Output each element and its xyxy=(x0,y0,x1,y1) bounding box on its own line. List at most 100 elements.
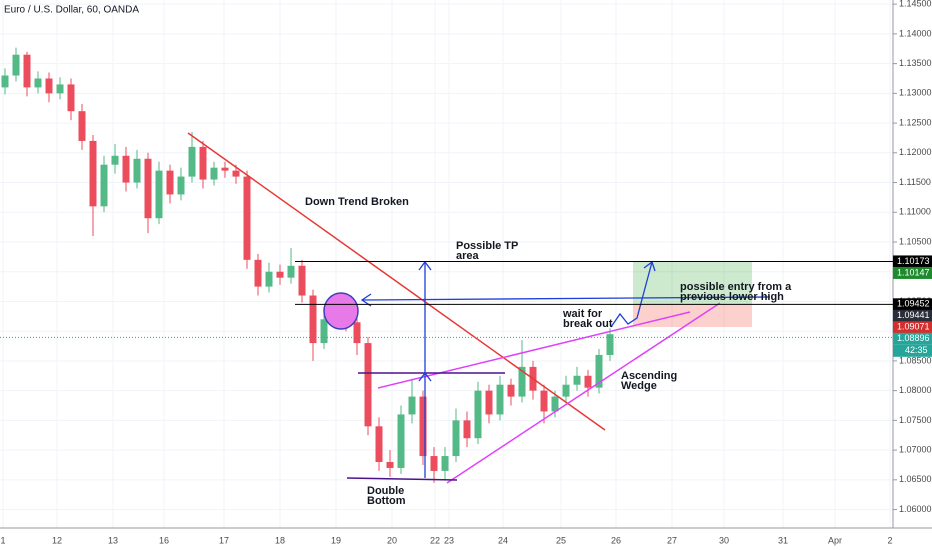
stop-zone xyxy=(633,303,752,327)
price-tag xyxy=(893,321,932,334)
price-tag-label: 1.08896 xyxy=(897,333,930,343)
candle-body xyxy=(34,78,42,88)
candle-body xyxy=(276,271,284,278)
price-tag-label: 1.09452 xyxy=(897,299,930,309)
candle-body xyxy=(540,390,548,412)
candle-body xyxy=(1,75,9,88)
annotation: Ascending xyxy=(621,370,677,382)
x-tick-label: 26 xyxy=(611,535,621,545)
candle-body xyxy=(199,146,207,180)
candle-body xyxy=(595,354,603,388)
candles xyxy=(1,47,614,483)
candle-body xyxy=(573,375,581,385)
candle-body xyxy=(111,155,119,165)
candle-body xyxy=(67,84,75,112)
countdown-tag xyxy=(893,344,932,357)
candle-body xyxy=(419,396,427,457)
candle-body xyxy=(100,164,108,207)
price-tag-label: 1.10147 xyxy=(897,267,930,277)
entry-arrow xyxy=(361,296,771,301)
candle-body xyxy=(386,462,394,468)
y-tick-label: 1.14000 xyxy=(899,28,932,38)
target-zone xyxy=(633,262,752,303)
candle-body xyxy=(320,319,328,344)
candle-body xyxy=(353,322,361,344)
x-tick-label: 12 xyxy=(52,535,62,545)
candle-body xyxy=(496,384,504,415)
y-tick-label: 1.07500 xyxy=(899,415,932,425)
arrow-head xyxy=(418,371,432,382)
candle-body xyxy=(243,176,251,260)
price-tag-label: 1.09071 xyxy=(897,322,930,332)
candle-body xyxy=(133,158,141,183)
candle-body xyxy=(188,146,196,177)
candle-body xyxy=(551,396,559,412)
candle-body xyxy=(375,426,383,462)
candle-body xyxy=(309,295,317,344)
x-tick-label: 24 xyxy=(498,535,508,545)
price-tag xyxy=(893,332,932,345)
down-trendline xyxy=(187,132,606,431)
x-tick-label: 2 xyxy=(887,535,892,545)
highlight-circle xyxy=(323,292,359,330)
y-tick-label: 1.13000 xyxy=(899,88,932,98)
candle-body xyxy=(507,384,515,397)
price-tag xyxy=(893,266,932,279)
candle-body xyxy=(144,158,152,219)
x-tick-label: 17 xyxy=(219,535,229,545)
candle-body xyxy=(463,420,471,439)
y-tick-label: 1.12500 xyxy=(899,117,932,127)
candle-body xyxy=(562,384,570,397)
candle-body xyxy=(23,54,31,88)
candle-body xyxy=(45,78,53,94)
x-tick-label: 13 xyxy=(108,535,118,545)
annotation: possible entry from a xyxy=(680,281,792,293)
annotation: Double xyxy=(367,485,404,497)
annotation: Wedge xyxy=(621,380,657,392)
y-tick-label: 1.10500 xyxy=(899,236,932,246)
y-tick-label: 1.13500 xyxy=(899,58,932,68)
arrow-head xyxy=(643,260,656,272)
annotation: Down Trend Broken xyxy=(305,196,409,208)
x-tick-label: Apr xyxy=(828,535,842,545)
candle-body xyxy=(474,390,482,439)
projection-path xyxy=(610,261,653,328)
y-tick-label: 1.11000 xyxy=(899,207,931,217)
arrow-head xyxy=(418,260,432,271)
x-tick-label: 16 xyxy=(159,535,169,545)
wedge-lower xyxy=(446,302,721,484)
candle-body xyxy=(408,396,416,415)
y-tick-label: 1.08500 xyxy=(899,355,932,365)
annotation: wait for xyxy=(562,308,603,320)
x-tick-label: 25 xyxy=(556,535,566,545)
y-tick-label: 1.07000 xyxy=(899,444,932,454)
annotation: area xyxy=(456,250,480,262)
candle-body xyxy=(518,366,526,397)
wedge-upper xyxy=(377,311,691,389)
x-tick-label: 31 xyxy=(778,535,788,545)
y-tick-label: 1.12000 xyxy=(899,147,932,157)
candle-body xyxy=(430,456,438,471)
drawings xyxy=(187,132,771,484)
y-tick-label: 1.08000 xyxy=(899,385,932,395)
candle-body xyxy=(606,334,614,355)
candle-body xyxy=(89,140,97,207)
x-tick-label: 22 xyxy=(430,535,440,545)
y-tick-label: 1.06500 xyxy=(899,474,932,484)
price-tag xyxy=(893,255,932,268)
annotation: Possible TP xyxy=(456,240,518,252)
candle-body xyxy=(265,271,273,287)
candle-body xyxy=(298,265,306,296)
candle-body xyxy=(177,176,185,195)
annotation: previous lower high xyxy=(680,291,784,303)
candle-body xyxy=(210,167,218,180)
annotation: break out xyxy=(563,318,613,330)
x-tick-label: 1 xyxy=(0,535,5,545)
candle-body xyxy=(397,414,405,468)
candle-body xyxy=(155,170,163,219)
price-tag xyxy=(893,309,932,322)
x-tick-label: 27 xyxy=(667,535,677,545)
candle-body xyxy=(485,390,493,415)
